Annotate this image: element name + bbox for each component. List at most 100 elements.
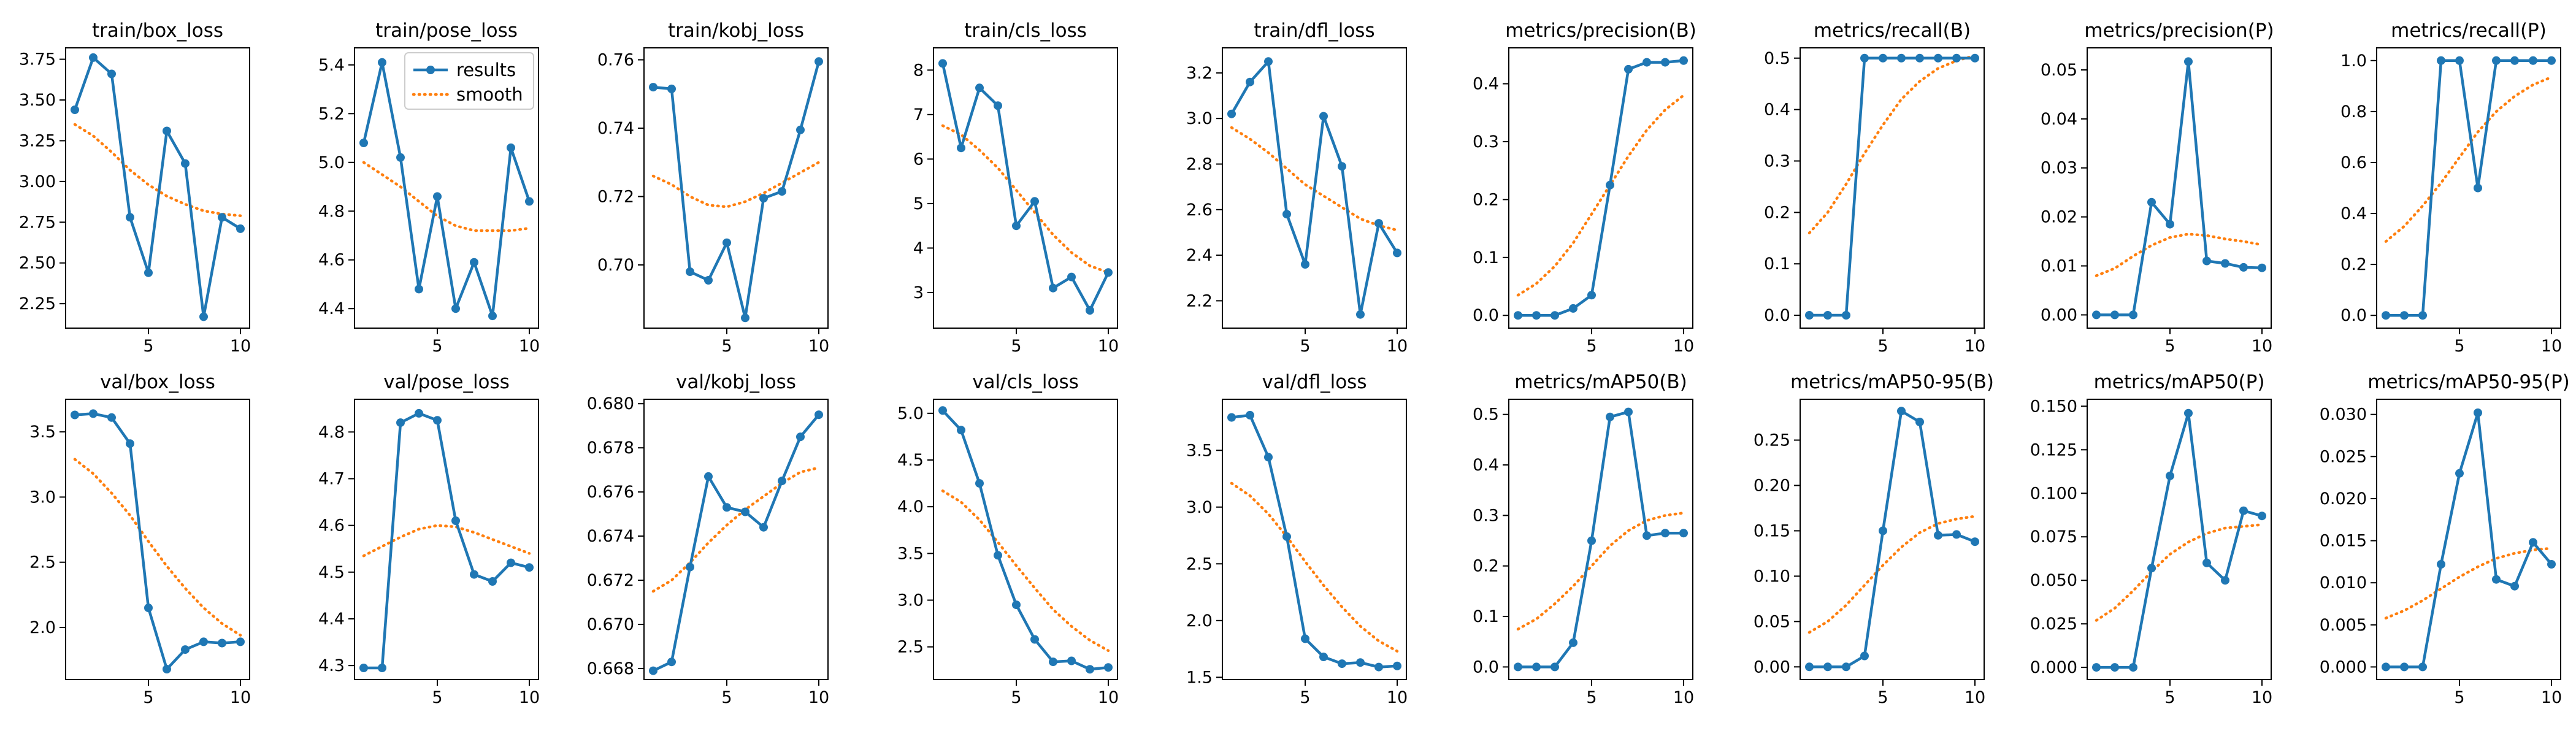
x-tick-label: 10: [808, 337, 829, 356]
subplot-title: val/dfl_loss: [1262, 371, 1367, 393]
y-tick-label: 0.025: [2320, 447, 2367, 466]
smooth-series-line: [1807, 54, 1977, 235]
y-tick-label: 0.76: [597, 51, 634, 70]
results-point: [396, 418, 405, 427]
x-tick-label: 10: [230, 337, 251, 356]
results-point: [1952, 530, 1961, 539]
smooth-series-line: [651, 466, 821, 593]
subplot-val-cls-loss: val/cls_loss 5 10 2.5 3.0 3.5 4.0 4.5 5.0: [897, 371, 1119, 707]
y-tick-label: 0.000: [2030, 658, 2077, 677]
y-tick-label: 0.10: [1754, 567, 1790, 586]
results-point: [1246, 410, 1254, 420]
results-point: [470, 258, 478, 267]
y-tick-label: 4.4: [318, 610, 345, 629]
results-point: [1952, 53, 1961, 63]
x-tick-label: 5: [2454, 337, 2464, 356]
y-tick-label: 0.000: [2320, 657, 2367, 677]
results-point: [2258, 512, 2266, 521]
y-tick-label: 2.5: [1186, 554, 1213, 573]
x-tick-label: 10: [519, 688, 540, 707]
results-series-line: [653, 413, 820, 672]
results-point: [525, 197, 534, 206]
results-point: [1842, 662, 1850, 672]
results-point: [1246, 77, 1254, 86]
results-point: [2129, 663, 2137, 672]
y-tick-label: 0.1: [1473, 607, 1499, 626]
y-tick-label: 0.0: [1473, 306, 1499, 325]
subplot-title: metrics/precision(P): [2084, 20, 2274, 42]
results-point: [667, 657, 676, 667]
results-point: [759, 194, 768, 203]
results-point: [1805, 311, 1814, 320]
results-point: [1879, 526, 1887, 535]
y-tick-label: 5.0: [897, 404, 924, 423]
smooth-series-line: [1516, 512, 1685, 631]
y-tick-label: 5: [913, 194, 924, 213]
x-tick-label: 5: [1011, 688, 1021, 707]
y-tick-label: 3.2: [1186, 64, 1213, 83]
results-point: [2239, 263, 2248, 272]
y-tick-label: 7: [913, 105, 924, 125]
results-point: [2092, 310, 2101, 320]
y-tick-label: 0.015: [2320, 532, 2367, 551]
y-tick-label: 0.1: [1764, 255, 1790, 274]
y-tick-label: 8: [913, 61, 924, 80]
y-tick-label: 0.00: [2041, 305, 2077, 324]
results-point: [1532, 662, 1541, 672]
results-point: [2455, 469, 2464, 478]
y-tick-label: 2.75: [19, 213, 56, 232]
x-tick-label: 5: [721, 337, 732, 356]
subplot-val-kobj-loss: val/kobj_loss 5 10 0.668 0.670 0.672 0.674 0.67…: [587, 371, 829, 707]
results-point: [163, 665, 171, 673]
y-tick-label: 0.20: [1754, 477, 1790, 496]
results-point: [1227, 109, 1236, 118]
y-tick-label: 0.03: [2041, 159, 2077, 178]
results-point: [2221, 259, 2229, 268]
y-tick-label: 0.670: [587, 615, 634, 634]
results-point: [1086, 665, 1094, 674]
subplot-title: val/box_loss: [100, 371, 215, 393]
results-point: [723, 238, 731, 247]
y-tick-label: 4.6: [318, 251, 345, 270]
results-point: [815, 410, 823, 420]
axes-frame: [933, 47, 1118, 329]
x-tick-label: 5: [1877, 688, 1888, 707]
y-tick-label: 1.0: [2340, 52, 2367, 71]
results-point: [2221, 576, 2229, 585]
results-point: [1842, 311, 1850, 320]
results-point: [488, 312, 497, 321]
axes-frame: [65, 47, 250, 329]
results-series-line: [1518, 410, 1684, 669]
subplot-metrics-map50-95-b: metrics/mAP50-95(B) 5 10 0.00 0.05 0.10 0.15 0.…: [1754, 371, 1994, 707]
subplot-title: train/kobj_loss: [668, 20, 804, 42]
axes-frame: [643, 47, 829, 329]
results-point: [1067, 656, 1076, 665]
x-tick-label: 5: [1011, 337, 1021, 356]
results-point: [396, 153, 405, 162]
results-point: [2510, 581, 2519, 591]
results-point: [686, 562, 694, 572]
x-tick-label: 5: [1586, 337, 1597, 356]
results-point: [1624, 407, 1633, 416]
smooth-series-line: [941, 489, 1110, 653]
subplot-train-kobj-loss: train/kobj_loss 5 10 0.70 0.72 0.74 0.76: [597, 20, 829, 356]
y-tick-label: 0.2: [1764, 203, 1790, 222]
results-point: [1532, 311, 1541, 320]
y-tick-label: 0.676: [587, 483, 634, 502]
results-point: [778, 477, 786, 486]
y-tick-label: 4.5: [318, 563, 345, 582]
results-point: [1587, 291, 1596, 300]
results-point: [89, 409, 98, 418]
axes-frame: [2376, 47, 2561, 329]
results-point: [2474, 408, 2482, 417]
x-tick-label: 5: [143, 688, 153, 707]
x-tick-label: 5: [1586, 688, 1597, 707]
y-tick-label: 0.4: [2340, 204, 2367, 223]
results-point: [2547, 560, 2556, 569]
results-point: [1934, 53, 1942, 63]
results-point: [1606, 412, 1614, 421]
results-point: [649, 666, 657, 675]
y-tick-label: 0.100: [2030, 484, 2077, 503]
x-tick-label: 10: [1098, 688, 1119, 707]
